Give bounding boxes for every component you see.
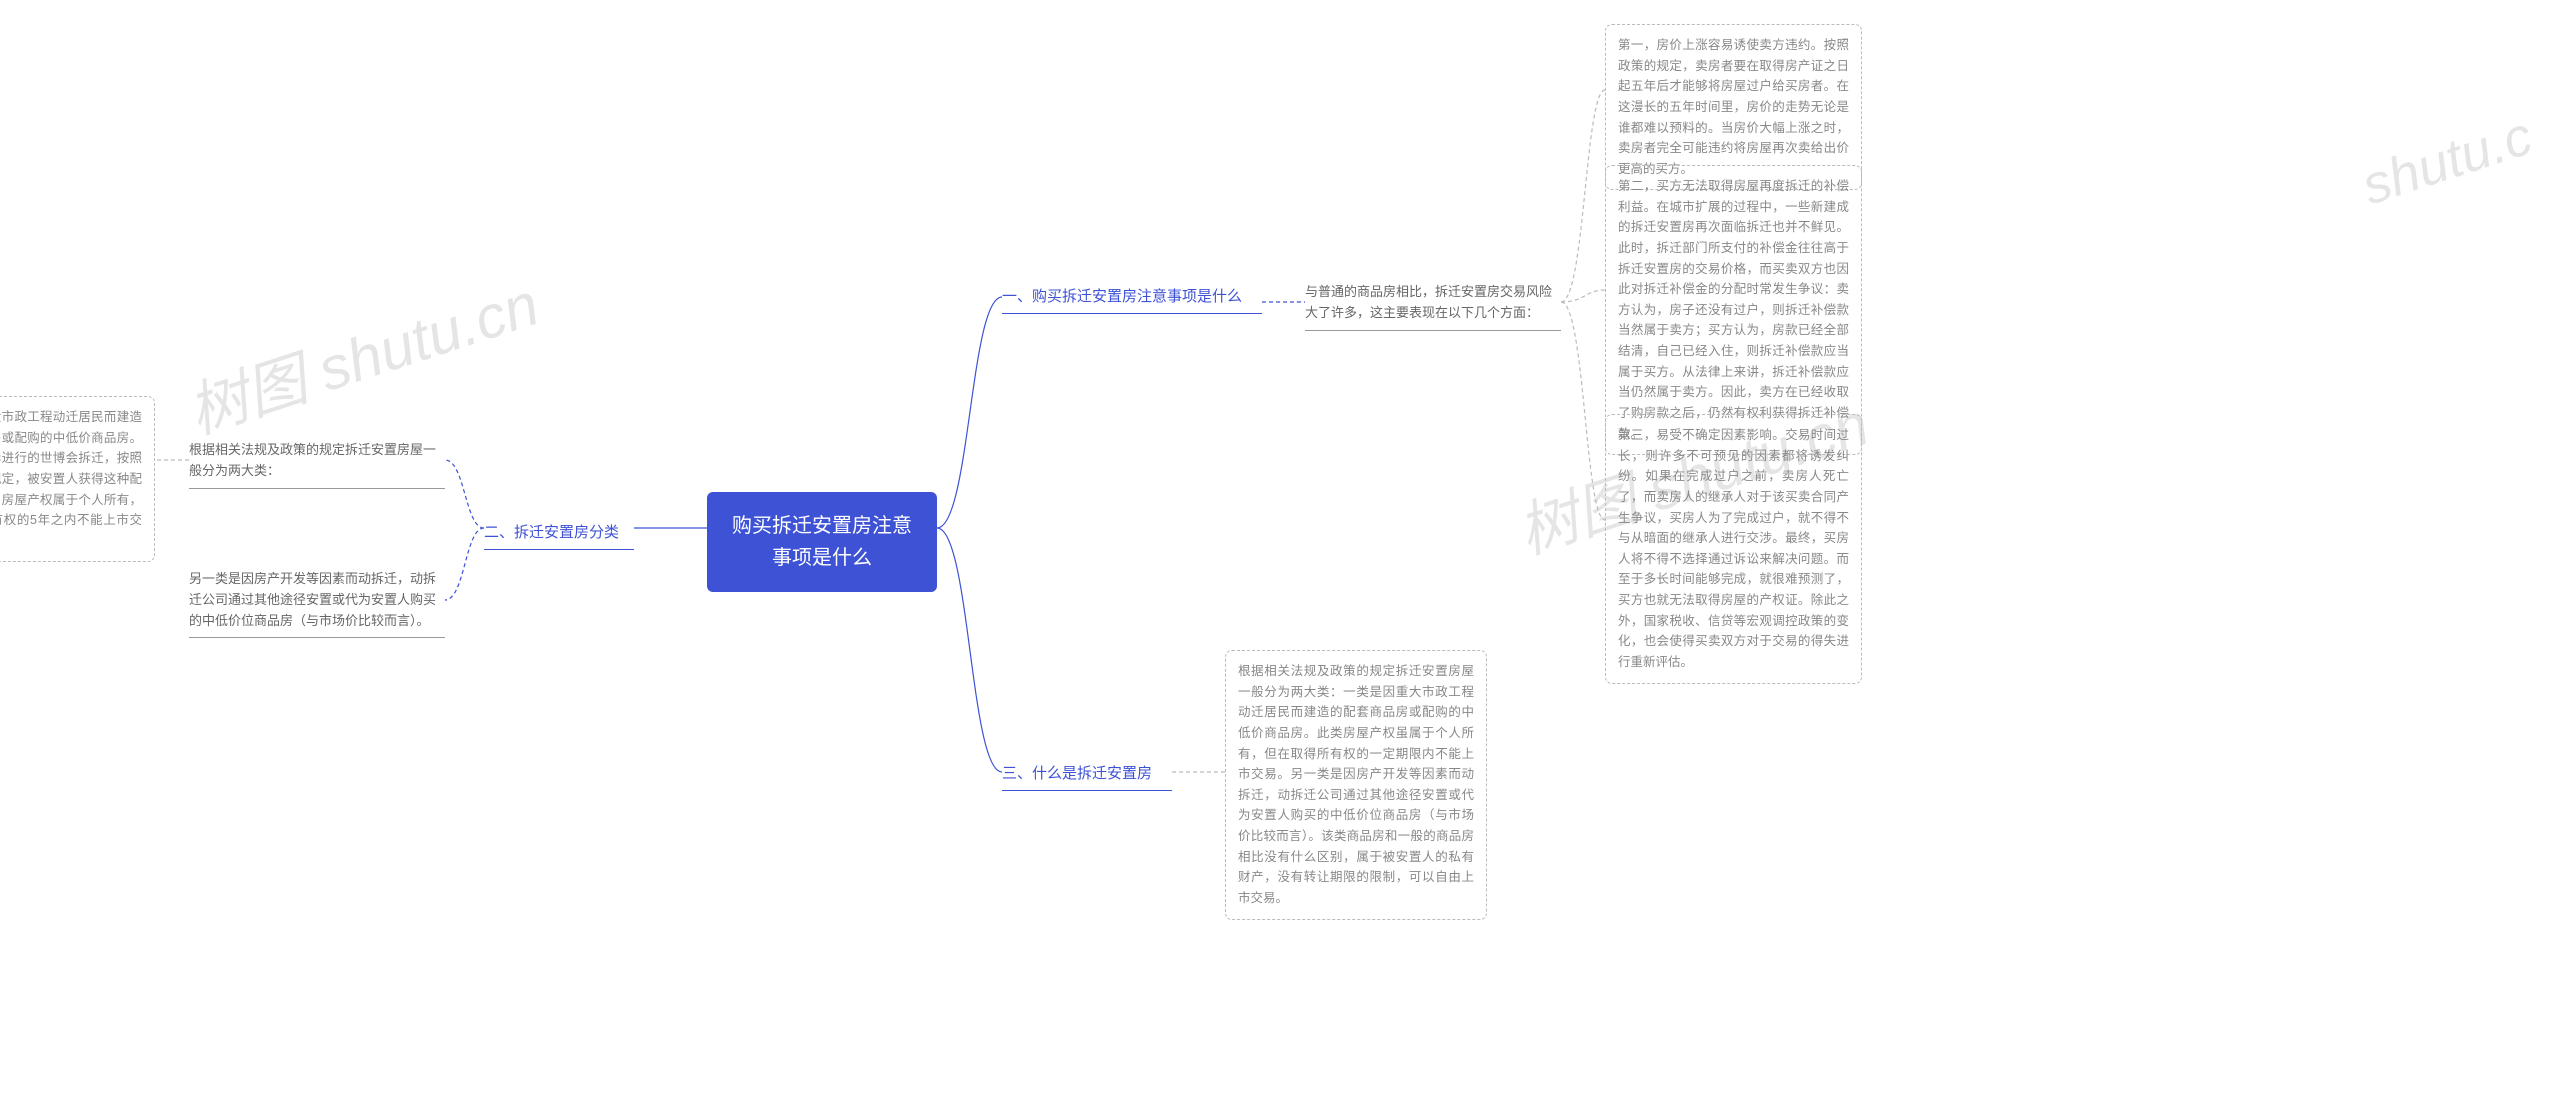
connectors-svg [0,0,2560,1109]
branch-node-right-1[interactable]: 一、购买拆迁安置房注意事项是什么 [1002,281,1262,314]
sub-node[interactable]: 另一类是因房产开发等因素而动拆迁，动拆迁公司通过其他途径安置或代为安置人购买的中… [189,565,445,638]
leaf-node: 根据相关法规及政策的规定拆迁安置房屋一般分为两大类：一类是因重大市政工程动迁居民… [1225,650,1487,920]
leaf-node: 第二，买方无法取得房屋再度拆迁的补偿利益。在城市扩展的过程中，一些新建成的拆迁安… [1605,165,1862,455]
sub-node[interactable]: 与普通的商品房相比，拆迁安置房交易风险大了许多，这主要表现在以下几个方面： [1305,278,1561,331]
branch-node-left-1[interactable]: 二、拆迁安置房分类 [484,517,634,550]
leaf-node: 第三，易受不确定因素影响。交易时间过长，则许多不可预见的因素都将诱发纠纷。如果在… [1605,414,1862,684]
mindmap-center[interactable]: 购买拆迁安置房注意事项是什么 [707,492,937,592]
watermark-text: 树图 shutu.cn [175,256,548,451]
leaf-node: 一类是因重大市政工程动迁居民而建造的配套商品房或配购的中低价商品房。如黄浦江两岸… [0,396,155,562]
branch-node-right-2[interactable]: 三、什么是拆迁安置房 [1002,758,1172,791]
sub-node[interactable]: 根据相关法规及政策的规定拆迁安置房屋一般分为两大类： [189,436,445,489]
watermark-text: shutu.c [2355,105,2540,218]
